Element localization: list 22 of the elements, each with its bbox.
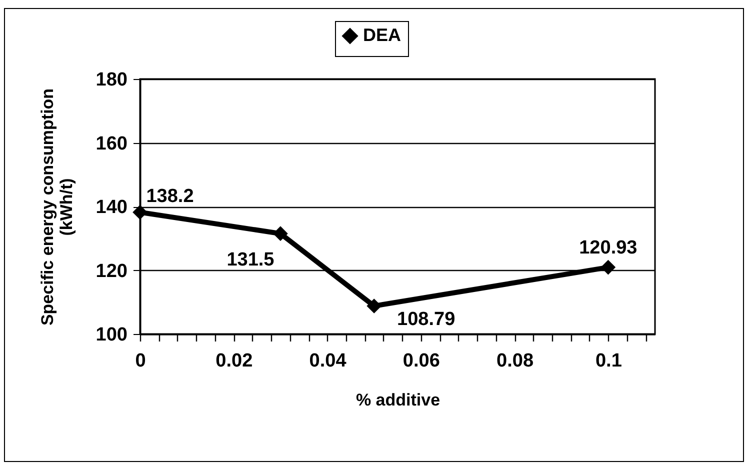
x-tick-label: 0 — [135, 350, 146, 372]
y-tick-label: 140 — [96, 197, 128, 218]
x-axis-title: % additive — [356, 390, 440, 410]
y-tick-label: 160 — [96, 133, 128, 154]
y-tick-label: 120 — [96, 260, 128, 282]
data-label: 131.5 — [226, 250, 275, 271]
y-tick-label: 180 — [96, 70, 128, 90]
x-tick-label: 0.02 — [216, 350, 253, 372]
point — [600, 260, 616, 275]
data-label: 120.93 — [579, 237, 638, 258]
data-label: 138.2 — [146, 186, 194, 208]
point — [366, 298, 382, 314]
y-axis-title: Specific energy consumption (kWh/t) — [38, 88, 76, 326]
point — [132, 204, 148, 220]
data-label: 108.79 — [397, 308, 456, 330]
x-tick-label: 0.06 — [402, 350, 440, 372]
x-tick-label: 0.08 — [496, 350, 534, 372]
y-tick-label: 100 — [96, 324, 128, 346]
x-tick-label: 0.04 — [309, 350, 347, 372]
x-tick-label: 0.1 — [595, 350, 622, 372]
legend-label: DEA — [363, 25, 402, 45]
point — [273, 226, 288, 242]
